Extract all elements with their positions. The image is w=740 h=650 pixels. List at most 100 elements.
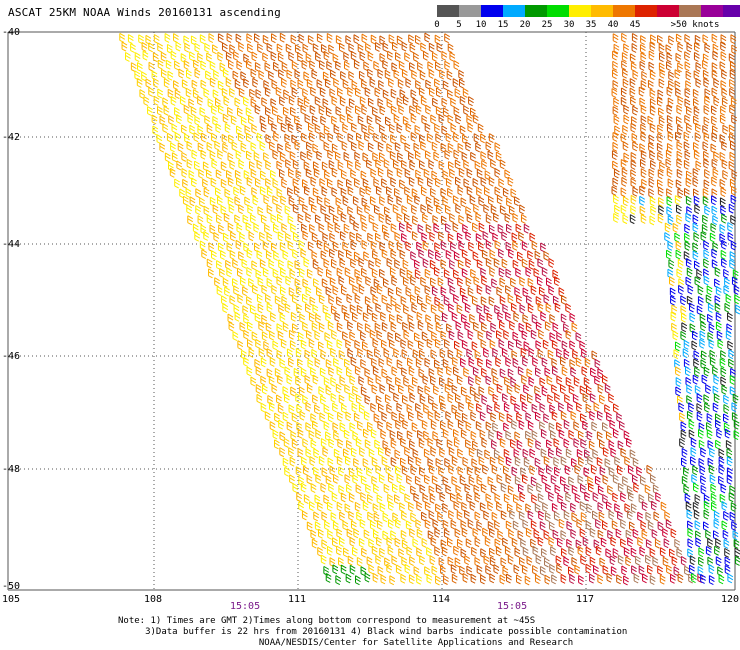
- wind-barb: [427, 458, 434, 468]
- wind-barb: [440, 240, 447, 251]
- wind-barb: [476, 403, 482, 414]
- wind-barb: [505, 311, 511, 322]
- wind-barb: [237, 267, 243, 278]
- wind-barb: [560, 530, 567, 540]
- wind-barb: [371, 357, 377, 368]
- wind-barb: [145, 78, 152, 89]
- wind-barb: [513, 312, 520, 323]
- wind-barb: [665, 519, 672, 530]
- wind-barb: [645, 539, 652, 549]
- wind-barb: [173, 33, 179, 43]
- wind-barb: [606, 572, 613, 583]
- wind-barb: [307, 241, 314, 252]
- wind-barb: [386, 186, 392, 197]
- wind-barb: [726, 456, 733, 467]
- wind-barb: [283, 89, 290, 100]
- wind-barb: [350, 258, 356, 269]
- wind-barb: [291, 439, 298, 449]
- wind-barb: [716, 428, 723, 439]
- wind-barb: [720, 249, 727, 260]
- wind-barb: [404, 493, 411, 504]
- wind-barb: [674, 232, 681, 243]
- wind-barb: [327, 457, 334, 468]
- wind-barb: [480, 151, 487, 161]
- wind-barb: [396, 167, 403, 178]
- wind-barb: [632, 69, 639, 80]
- wind-barb: [217, 33, 224, 44]
- wind-barb: [253, 242, 260, 253]
- wind-barb: [691, 573, 697, 583]
- wind-barb: [344, 267, 351, 278]
- wind-barb: [206, 258, 213, 269]
- wind-barb: [238, 159, 245, 170]
- wind-barb: [422, 375, 429, 385]
- wind-barb: [371, 268, 378, 279]
- wind-barb: [664, 511, 671, 522]
- wind-barb: [250, 68, 257, 79]
- wind-barb: [475, 375, 482, 386]
- wind-barb: [685, 70, 692, 81]
- wind-barb: [418, 438, 425, 449]
- wind-barb: [325, 359, 332, 369]
- wind-barb: [517, 366, 524, 377]
- wind-barb: [583, 467, 590, 478]
- wind-barb: [477, 123, 484, 134]
- wind-barb: [292, 203, 299, 214]
- wind-barb: [704, 402, 710, 413]
- wind-barb: [283, 393, 290, 404]
- wind-barb: [402, 276, 409, 287]
- wind-barb: [412, 448, 419, 459]
- wind-barb: [568, 476, 574, 487]
- wind-barb: [259, 115, 266, 126]
- wind-barb: [422, 213, 428, 224]
- wind-barb: [367, 232, 374, 243]
- wind-barb: [536, 482, 543, 493]
- wind-barb: [435, 251, 441, 262]
- wind-barb: [720, 350, 726, 361]
- wind-barb: [329, 88, 336, 99]
- wind-barb: [355, 394, 362, 405]
- wind-barb: [181, 168, 188, 178]
- wind-barb: [269, 356, 276, 367]
- wind-barb: [242, 214, 249, 225]
- wind-barb: [469, 195, 476, 206]
- wind-barb: [211, 250, 217, 261]
- wind-barb: [688, 429, 695, 440]
- wind-barb: [494, 168, 501, 178]
- wind-barb: [525, 412, 532, 423]
- wind-barb: [534, 411, 541, 422]
- wind-barb: [586, 503, 593, 514]
- wind-barb: [260, 214, 267, 225]
- wind-barb: [632, 141, 639, 152]
- wind-barb: [711, 195, 717, 206]
- wind-barb: [519, 304, 526, 315]
- wind-barb: [601, 374, 608, 385]
- wind-barb: [667, 215, 674, 225]
- wind-barb: [387, 168, 393, 179]
- wind-barb: [520, 538, 527, 549]
- wind-barb: [444, 339, 450, 350]
- wind-barb: [325, 286, 332, 297]
- wind-barb: [490, 412, 497, 423]
- wind-barb: [302, 465, 309, 476]
- wind-barb: [511, 232, 518, 243]
- wind-barb: [543, 456, 550, 466]
- wind-barb: [620, 187, 627, 198]
- wind-barb: [496, 330, 502, 341]
- wind-barb: [675, 386, 682, 397]
- wind-barb: [306, 268, 313, 279]
- wind-barb: [627, 537, 633, 548]
- wind-barb: [595, 545, 602, 556]
- wind-barb: [390, 322, 397, 333]
- wind-barb: [198, 169, 205, 179]
- wind-barb: [434, 411, 441, 422]
- wind-barb: [324, 520, 330, 531]
- wind-barb: [590, 464, 597, 475]
- wind-barb: [351, 402, 358, 413]
- wind-barb: [164, 33, 171, 43]
- wind-barb: [413, 52, 419, 63]
- wind-barb: [229, 159, 236, 170]
- wind-barb: [341, 403, 347, 414]
- wind-barb: [168, 161, 174, 172]
- wind-barb: [656, 96, 663, 107]
